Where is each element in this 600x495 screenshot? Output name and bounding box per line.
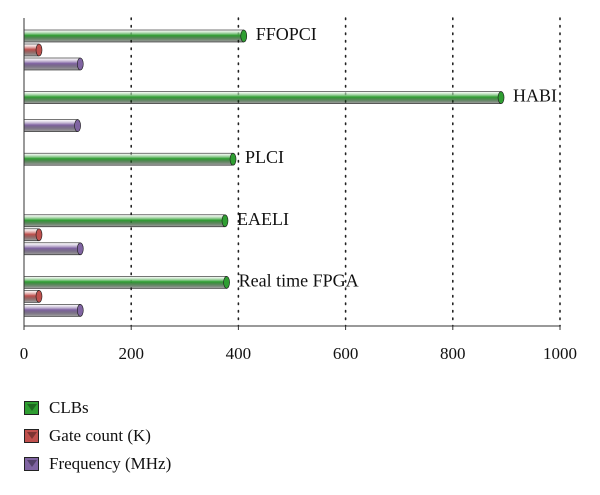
bar-cap-habi-frequency-mhz (74, 119, 81, 132)
legend: CLBs Gate count (K) Frequency (MHz) (24, 394, 171, 478)
bar-ffopci-frequency-mhz (23, 57, 81, 71)
category-label-habi: HABI (513, 86, 557, 106)
bar-cap-ffopci-frequency-mhz (76, 57, 84, 71)
legend-item-clbs: CLBs (24, 394, 171, 422)
bar-real-time-fpga-frequency-mhz (23, 304, 81, 317)
legend-swatch-frequency (24, 457, 39, 471)
x-tick-label-200: 200 (118, 344, 144, 363)
category-label-ffopci: FFOPCI (256, 24, 317, 44)
bar-cap-ffopci-gate-count-k (35, 43, 43, 57)
bar-cap-eaeli-clbs (221, 214, 229, 228)
bar-eaeli-clbs (23, 214, 226, 228)
legend-label-clbs: CLBs (49, 398, 89, 417)
legend-label-frequency: Frequency (MHz) (49, 454, 172, 473)
x-tick-label-600: 600 (333, 344, 359, 363)
legend-item-frequency: Frequency (MHz) (24, 450, 171, 478)
x-tick-label-800: 800 (440, 344, 466, 363)
bar-chart: 0 200 400 600 800 1000 FFOPCI HABI PLCI EAELI Rea… (20, 17, 577, 363)
category-label-eaeli: EAELI (237, 209, 289, 229)
bar-cap-ffopci-clbs (240, 29, 248, 43)
bar-eaeli-frequency-mhz (23, 242, 81, 256)
bar-cap-real-time-fpga-clbs (223, 276, 230, 289)
bar-ffopci-clbs (23, 29, 245, 43)
bar-cap-habi-clbs (497, 91, 505, 104)
bar-cap-plci-clbs (229, 152, 237, 166)
bar-cap-real-time-fpga-frequency-mhz (76, 304, 84, 317)
bar-plci-clbs (23, 152, 234, 166)
grid-lines (130, 17, 561, 327)
bars (23, 29, 505, 317)
category-label-real-time-fpga: Real time FPGA (239, 270, 359, 290)
legend-item-gate-count: Gate count (K) (24, 422, 171, 450)
category-label-plci: PLCI (245, 147, 284, 167)
x-tick-label-400: 400 (226, 344, 252, 363)
x-tick-label-1000: 1000 (543, 344, 577, 363)
x-axis: 0 200 400 600 800 1000 (20, 18, 577, 363)
x-tick-label-0: 0 (20, 344, 29, 363)
category-labels: FFOPCI HABI PLCI EAELI Real time FPGA (237, 24, 557, 290)
bar-habi-clbs (23, 91, 502, 104)
bar-cap-real-time-fpga-gate-count-k (35, 290, 43, 303)
bar-habi-frequency-mhz (23, 119, 78, 132)
bar-cap-eaeli-gate-count-k (35, 228, 43, 242)
legend-label-gate-count: Gate count (K) (49, 426, 151, 445)
bar-cap-eaeli-frequency-mhz (76, 242, 84, 256)
legend-swatch-gate-count (24, 429, 39, 443)
bar-real-time-fpga-clbs (23, 276, 227, 289)
legend-swatch-clbs (24, 401, 39, 415)
